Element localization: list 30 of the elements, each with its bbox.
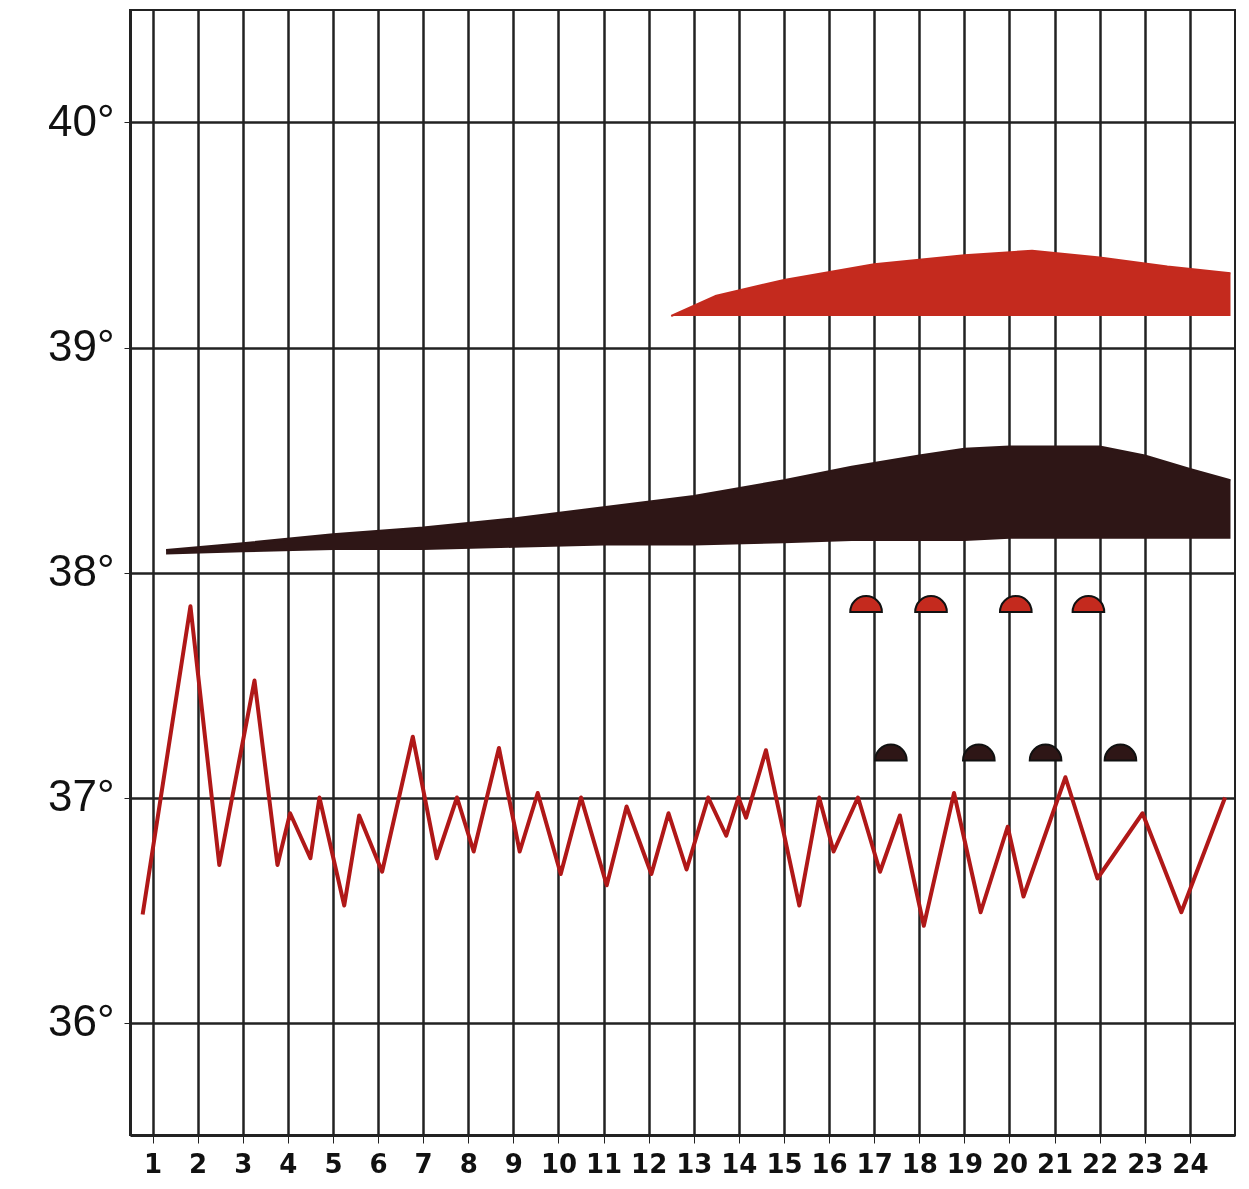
- x-tick-label: 6: [369, 1148, 388, 1179]
- x-tick-label: 2: [189, 1148, 208, 1179]
- x-tick-label: 5: [324, 1148, 343, 1179]
- x-tick-label: 22: [1082, 1148, 1119, 1179]
- x-tick-label: 13: [676, 1148, 713, 1179]
- y-tick-label: 39°: [47, 321, 115, 370]
- x-tick-label: 12: [631, 1148, 668, 1179]
- x-tick-label: 19: [946, 1148, 983, 1179]
- x-tick-label: 24: [1172, 1148, 1209, 1179]
- x-tick-label: 3: [234, 1148, 253, 1179]
- x-tick-label: 1: [144, 1148, 163, 1179]
- x-tick-label: 10: [540, 1148, 578, 1179]
- x-tick-label: 11: [585, 1148, 623, 1179]
- x-tick-label: 14: [721, 1148, 758, 1179]
- x-tick-label: 16: [811, 1148, 848, 1179]
- x-tick-label: 23: [1127, 1148, 1164, 1179]
- x-tick-label: 17: [856, 1148, 893, 1179]
- line-series: [140, 604, 1228, 928]
- y-tick-label: 36°: [47, 996, 115, 1045]
- x-tick-label: 15: [766, 1148, 803, 1179]
- x-tick-label: 18: [901, 1148, 938, 1179]
- x-tick-label: 9: [504, 1148, 523, 1179]
- x-tick-label: 4: [279, 1148, 298, 1179]
- y-tick-label: 37°: [47, 771, 115, 820]
- y-tick-label: 38°: [47, 546, 115, 595]
- x-tick-label: 21: [1037, 1148, 1074, 1179]
- x-tick-label: 8: [459, 1148, 478, 1179]
- x-tick-label: 20: [991, 1148, 1029, 1179]
- y-tick-label: 40°: [47, 96, 115, 145]
- x-tick-label: 7: [414, 1148, 433, 1179]
